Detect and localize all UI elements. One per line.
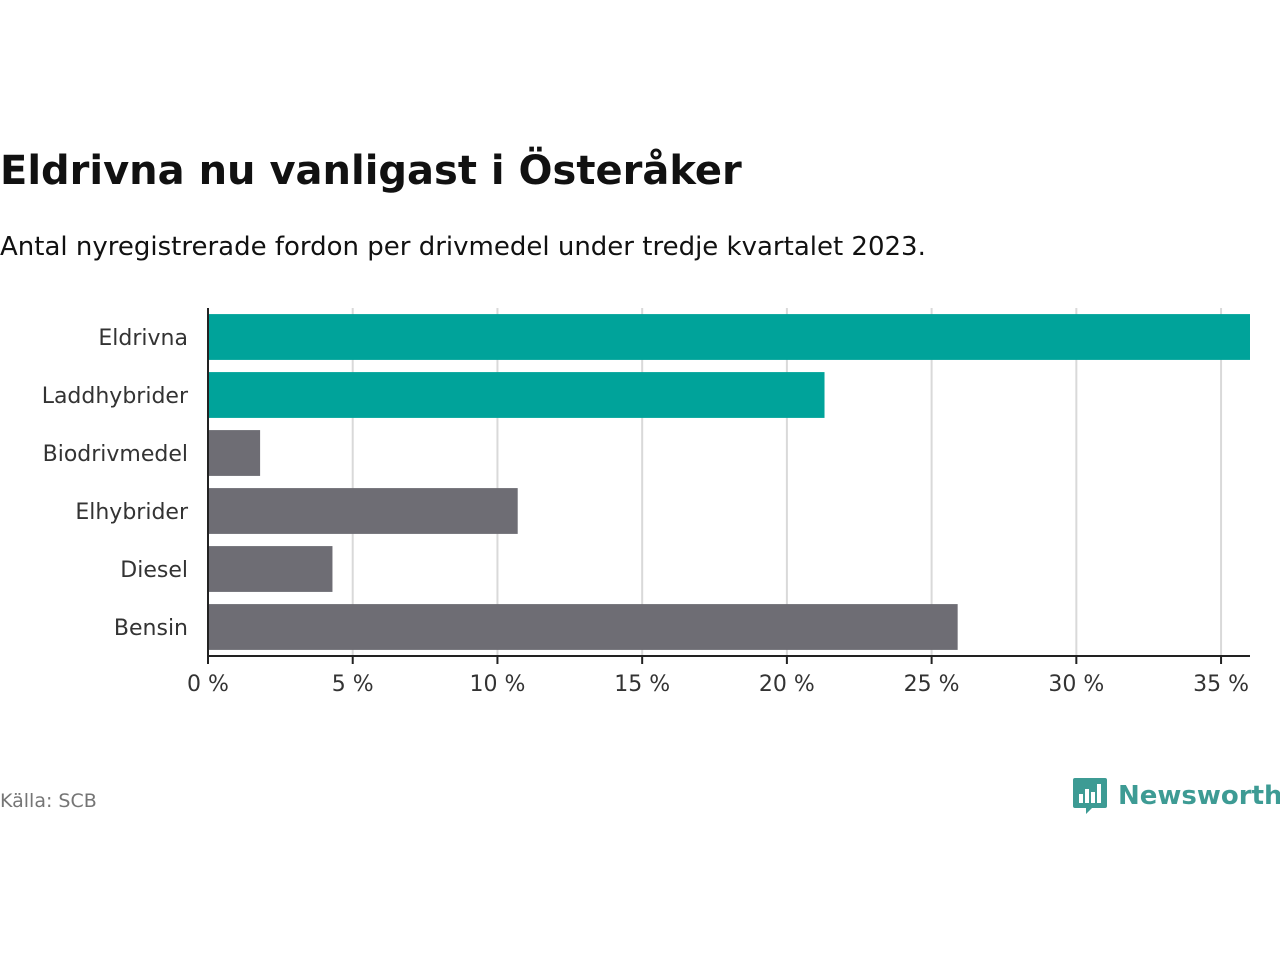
x-tick-label: 15 % xyxy=(614,672,670,697)
bar-chart: Eldrivna Laddhybrider Biodrivmedel Elhybrid… xyxy=(42,308,1250,697)
chart-subtitle: Antal nyregistrerade fordon per drivmede… xyxy=(0,232,926,262)
category-label: Laddhybrider xyxy=(42,384,189,409)
x-tick-label: 25 % xyxy=(904,672,960,697)
category-label: Elhybrider xyxy=(75,500,189,525)
brand-logo: Newsworthy xyxy=(1072,776,1280,816)
bar xyxy=(208,604,958,650)
newsworthy-logo-icon xyxy=(1073,778,1107,814)
bar xyxy=(208,314,1250,360)
x-tick-label: 10 % xyxy=(469,672,525,697)
category-label: Biodrivmedel xyxy=(43,442,188,467)
x-tick-label: 0 % xyxy=(187,672,229,697)
bar xyxy=(208,372,825,418)
x-tick-label: 5 % xyxy=(332,672,374,697)
x-tick-label: 20 % xyxy=(759,672,815,697)
x-tick-label: 35 % xyxy=(1193,672,1249,697)
category-label: Diesel xyxy=(120,558,188,583)
category-label: Eldrivna xyxy=(98,326,188,351)
x-tick-label: 30 % xyxy=(1048,672,1104,697)
source-note: Källa: SCB xyxy=(0,790,97,812)
chart-title: Eldrivna nu vanligast i Österåker xyxy=(0,148,742,194)
bar xyxy=(208,430,261,476)
category-label: Bensin xyxy=(114,616,188,641)
brand-name: Newsworthy xyxy=(1118,781,1280,811)
bar xyxy=(208,488,518,534)
bar xyxy=(208,546,333,592)
